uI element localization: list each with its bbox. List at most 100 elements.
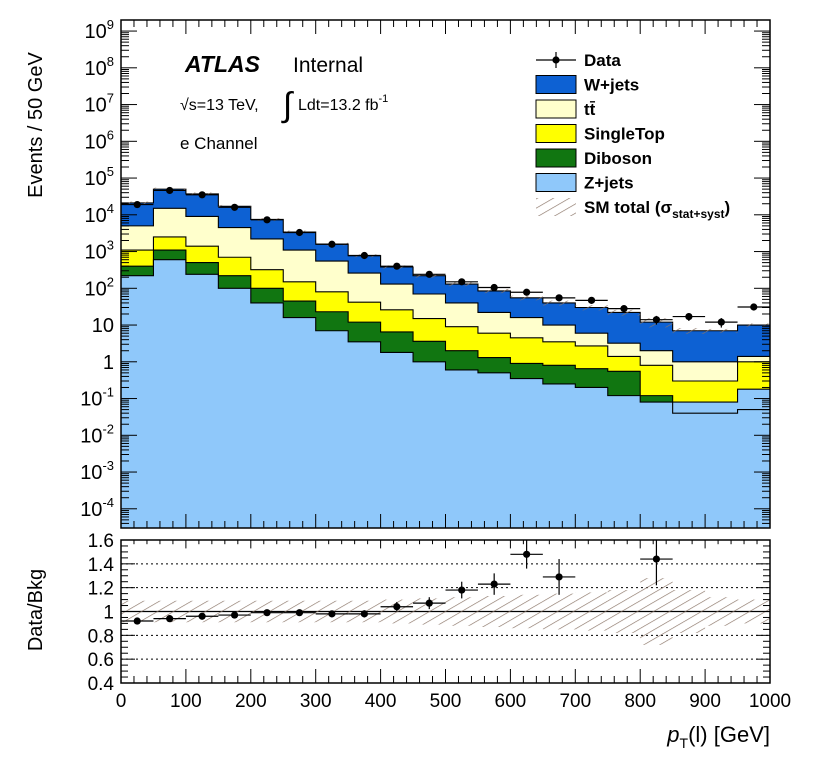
- legend-swatch: [535, 173, 577, 192]
- y-tick-exp: 3: [107, 238, 114, 253]
- legend-swatch: [535, 99, 577, 119]
- ratio-point: [490, 580, 498, 588]
- y-tick-label: 105: [85, 164, 114, 190]
- ratio-y-tick-label: 0.6: [88, 650, 114, 671]
- stack-fill-z-jets: [121, 259, 770, 528]
- x-tick-label: 700: [559, 691, 591, 712]
- ratio-point: [523, 550, 531, 558]
- y-tick-label: 10-3: [80, 458, 114, 484]
- x-tick-label: 300: [300, 691, 332, 712]
- data-point: [717, 318, 725, 326]
- data-point: [198, 191, 206, 199]
- legend-swatch: [535, 75, 577, 94]
- ratio-y-tick-label: 0.4: [88, 674, 115, 695]
- data-point: [133, 200, 141, 209]
- legend-label: Z+jets: [584, 174, 634, 193]
- syst-band-bin: [542, 300, 576, 306]
- ratio-point: [198, 612, 206, 620]
- data-point: [295, 228, 304, 237]
- ratio-band-bin: [607, 590, 641, 633]
- ratio-point: [360, 610, 368, 618]
- x-tick-label: 100: [170, 691, 202, 712]
- syst-band-bin: [672, 328, 706, 334]
- data-point: [523, 288, 531, 296]
- y-tick-label: 103: [85, 238, 114, 264]
- legend-swatch: [535, 124, 577, 143]
- y-tick-exp: -1: [102, 385, 114, 400]
- syst-band-bin: [607, 309, 641, 316]
- y-tick-exp: 5: [107, 164, 114, 179]
- ratio-point: [230, 611, 239, 619]
- channel-label: e Channel: [180, 134, 258, 153]
- x-axis-title: pT(l) [GeV]: [666, 722, 770, 751]
- ratio-point: [555, 573, 563, 581]
- legend-label-text: SM total (σ: [584, 198, 672, 217]
- syst-band-bin: [737, 323, 770, 327]
- data-point: [458, 278, 466, 286]
- ratio-point: [263, 609, 271, 617]
- x-axis-title-p: p: [666, 722, 679, 747]
- x-axis-title-sub: T: [680, 735, 689, 751]
- energy-label: √s=13 TeV,: [180, 97, 259, 114]
- stack-outline-tt-: [121, 207, 770, 363]
- axis-tick-labels: 0 100 200 300 400 500 600 700 800 900 100010910810…: [80, 17, 791, 712]
- stack-outline-diboson: [121, 249, 770, 414]
- data-point: [263, 216, 271, 224]
- y-tick-label: 106: [85, 127, 114, 153]
- y-tick-base: 10: [85, 242, 107, 264]
- y-tick-label: 10-2: [80, 421, 114, 447]
- legend-swatch: [535, 148, 577, 168]
- x-tick-label: 600: [495, 691, 527, 712]
- y-tick-base: 10: [80, 462, 102, 484]
- y-tick-base: 10: [85, 21, 107, 43]
- ratio-band-bin: [542, 593, 576, 630]
- y-tick-base: 10: [85, 168, 107, 190]
- y-tick-label: 107: [85, 91, 114, 117]
- legend-label: Data: [584, 51, 621, 70]
- ratio-y-tick-label: 1.6: [88, 531, 114, 552]
- ratio-band-bin: [445, 597, 478, 626]
- data-point: [393, 262, 401, 270]
- x-tick-label: 800: [624, 691, 656, 712]
- y-tick-exp: -4: [102, 495, 114, 510]
- y-tick-base: 10: [85, 205, 107, 227]
- legend-label: SM total (σstat+syst): [584, 198, 730, 221]
- y-tick-base: 10: [85, 278, 107, 300]
- legend-label-text: W+jets: [584, 76, 639, 95]
- ratio-syst-band: [121, 578, 770, 645]
- y-tick-base: 10: [85, 131, 107, 153]
- ratio-band-bin: [477, 596, 511, 627]
- legend-label-text: Data: [584, 51, 621, 70]
- ratio-points: [121, 540, 673, 625]
- y-tick-label: 10-4: [80, 495, 114, 521]
- legend-data-marker: [552, 56, 560, 64]
- x-tick-label: 500: [430, 691, 462, 712]
- ratio-band-bin: [672, 590, 706, 633]
- syst-band-bin: [705, 328, 738, 333]
- ratio-band-bin: [153, 600, 186, 623]
- ratio-band-bin: [121, 600, 154, 623]
- ratio-y-tick-label: 1.2: [88, 579, 114, 600]
- legend-label-text: Z+jets: [584, 174, 634, 193]
- y-tick-base: 10: [80, 425, 102, 447]
- y-tick-label: 10: [92, 315, 114, 337]
- ratio-point: [328, 610, 336, 618]
- y-tick-exp: 8: [107, 54, 114, 69]
- ratio-point: [133, 617, 141, 625]
- data-point: [360, 251, 368, 260]
- legend-hatch-swatch: [536, 198, 576, 216]
- integral-sign: ∫: [281, 86, 294, 124]
- y-tick-base: 10: [80, 499, 102, 521]
- data-point: [425, 270, 433, 278]
- ratio-y-axis-title: Data/Bkg: [25, 569, 47, 651]
- y-tick-base: 10: [80, 389, 102, 411]
- legend-label-sub: stat+syst: [672, 207, 724, 221]
- syst-band-bin: [510, 295, 543, 301]
- ratio-point: [652, 555, 661, 563]
- ratio-point: [295, 609, 304, 617]
- atlas-status: Internal: [293, 54, 363, 77]
- y-tick-exp: 6: [107, 127, 114, 142]
- legend-label: SingleTop: [584, 125, 665, 144]
- ratio-point: [425, 599, 433, 607]
